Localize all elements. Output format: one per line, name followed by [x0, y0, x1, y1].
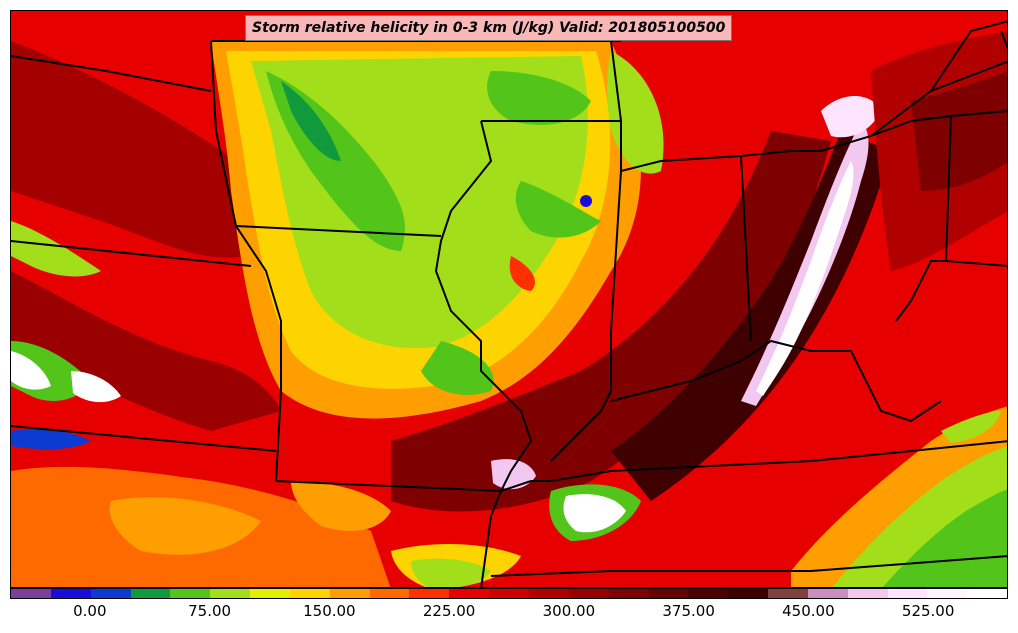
colorbar-swatch [847, 589, 888, 598]
political-boundaries [11, 20, 1007, 587]
colorbar-swatch [130, 589, 171, 598]
colorbar-swatch [50, 589, 91, 598]
colorbar-swatch [489, 589, 529, 598]
colorbar-swatch [250, 589, 290, 598]
colorbar-swatch [210, 589, 251, 598]
colorbar-swatch [688, 589, 729, 598]
colorbar-swatch [449, 589, 490, 598]
colorbar-swatch [568, 589, 609, 598]
colorbar-tick-label: 75.00 [188, 602, 232, 620]
colorbar [10, 588, 1008, 599]
colorbar-swatch [887, 589, 928, 598]
colorbar-swatch [768, 589, 808, 598]
colorbar-tick-label: 450.00 [782, 602, 835, 620]
colorbar-swatch [170, 589, 211, 598]
map-canvas [11, 11, 1007, 587]
colorbar-tick-label: 525.00 [901, 602, 955, 620]
colorbar-swatch [369, 589, 410, 598]
colorbar-tick-label: 0.00 [73, 602, 107, 620]
colorbar-swatch [528, 589, 569, 598]
colorbar-swatch [11, 589, 51, 598]
colorbar-swatch [409, 589, 450, 598]
colorbar-swatch [608, 589, 649, 598]
colorbar-swatch [648, 589, 689, 598]
colorbar-tick-label: 150.00 [303, 602, 356, 620]
map-title: Storm relative helicity in 0-3 km (J/kg)… [245, 15, 733, 41]
colorbar-ticks: 0.00 75.00 150.00 225.00 300.00 375.00 450.00 5… [10, 602, 1008, 624]
colorbar-tick-label: 375.00 [662, 602, 715, 620]
colorbar-swatch [90, 589, 131, 598]
colorbar-swatch [289, 589, 330, 598]
colorbar-swatch [927, 589, 968, 598]
colorbar-tick-label: 300.00 [542, 602, 596, 620]
colorbar-swatch [329, 589, 370, 598]
colorbar-swatch [728, 589, 769, 598]
colorbar-swatch [967, 589, 1008, 598]
colorbar-tick-label: 225.00 [422, 602, 476, 620]
helicity-field [11, 31, 1007, 587]
helicity-map [10, 10, 1008, 588]
colorbar-swatch [807, 589, 848, 598]
